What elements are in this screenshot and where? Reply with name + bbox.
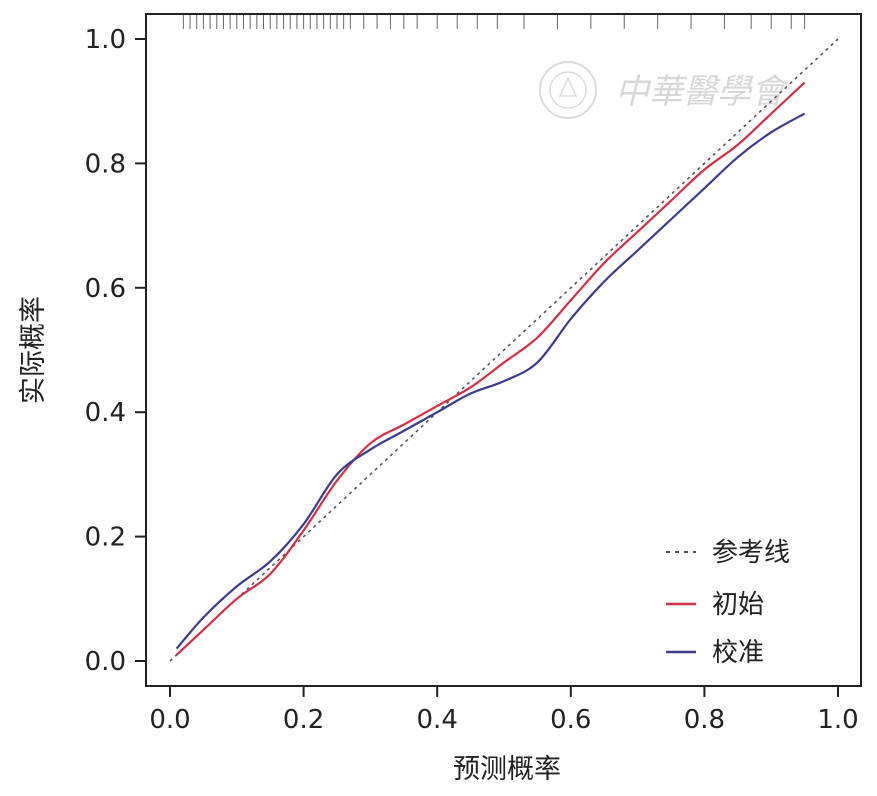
x-tick-label-1: 0.2	[283, 705, 324, 735]
axis-ticks: 0.0 0.2 0.4 0.6 0.8 1.0 0.0 0.2 0.4 0.6 0.8 1.0	[85, 25, 859, 735]
legend-item-reference: 参考线	[666, 538, 790, 568]
y-tick-label-0: 0.0	[85, 647, 126, 677]
y-tick-label-2: 0.4	[85, 398, 126, 428]
x-tick-label-4: 0.8	[684, 705, 725, 735]
x-tick-label-2: 0.4	[417, 705, 458, 735]
y-tick-label-5: 1.0	[85, 25, 126, 55]
rug-marks	[182, 15, 806, 29]
y-tick-label-3: 0.6	[85, 274, 126, 304]
legend: 参考线 初始 校准	[666, 538, 790, 668]
watermark: 中華醫學會	[539, 61, 790, 119]
legend-item-calibrated: 校准	[666, 638, 764, 668]
seal-icon	[539, 61, 597, 119]
legend-label-calibrated: 校准	[712, 638, 764, 668]
watermark-text: 中華醫學會	[615, 72, 790, 112]
series-reference-line	[169, 38, 839, 662]
series-calibrated-line	[175, 112, 806, 650]
x-tick-label-5: 1.0	[817, 705, 858, 735]
legend-label-initial: 初始	[712, 590, 764, 620]
plot-frame	[145, 13, 862, 687]
x-tick-label-0: 0.0	[149, 705, 190, 735]
series-layer	[169, 38, 839, 662]
legend-item-initial: 初始	[666, 590, 764, 620]
x-tick-label-3: 0.6	[550, 705, 591, 735]
y-tick-label-4: 0.8	[85, 149, 126, 179]
legend-label-reference: 参考线	[712, 538, 790, 568]
y-tick-label-1: 0.2	[85, 523, 126, 553]
y-axis-label: 实际概率	[18, 296, 49, 404]
series-initial-line	[175, 81, 806, 656]
x-axis-label: 预测概率	[453, 754, 561, 785]
